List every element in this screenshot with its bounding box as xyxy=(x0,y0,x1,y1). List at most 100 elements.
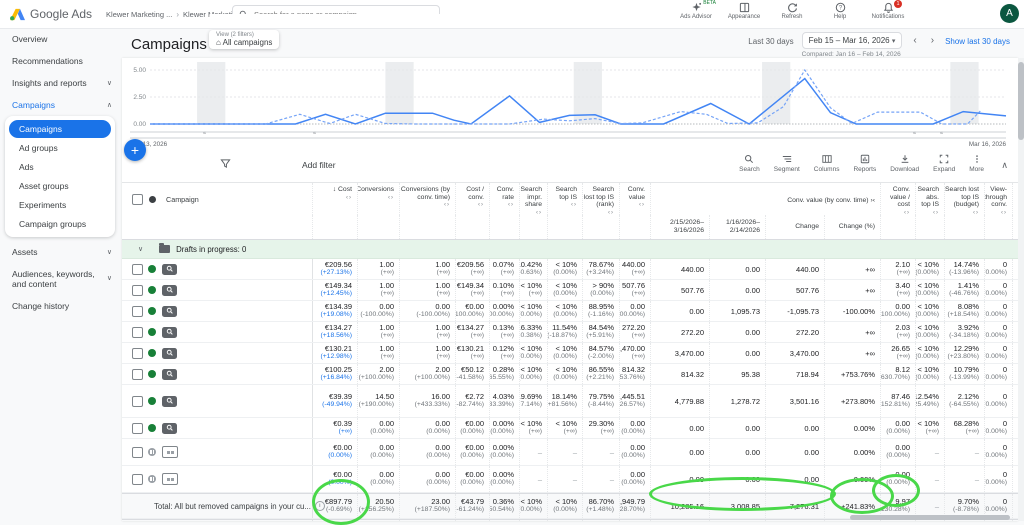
add-filter-button[interactable]: Add filter xyxy=(302,160,336,170)
filter-icon[interactable] xyxy=(220,158,231,169)
segment-button[interactable]: Segment xyxy=(774,154,800,173)
status-enabled-icon[interactable] xyxy=(148,328,156,336)
notifications-button[interactable]: 1 Notifications xyxy=(870,0,906,20)
campaign-row[interactable]: €39.39 (-49.94%) 14.50 (+190.00%) 16.00 (+433… xyxy=(122,385,1018,418)
campaign-row[interactable]: €149.34 (+12.45%) 1.00 (+∞) 1.00 (+∞) €149.34(… xyxy=(122,280,1018,301)
status-paused-icon[interactable] xyxy=(148,448,156,456)
vertical-scrollbar-thumb[interactable] xyxy=(1018,62,1024,140)
row-checkbox[interactable] xyxy=(132,368,143,380)
sidebar-item-experiments[interactable]: Experiments xyxy=(19,200,67,210)
column-header-search-impr-share[interactable]: Search impr. share ‹› xyxy=(519,183,547,215)
sidebar-item-insights-and-reports[interactable]: Insights and reports ∨ xyxy=(0,72,120,94)
campaign-row[interactable]: €100.25 (+16.84%) 2.00 (+100.00%) 2.00 (+100.… xyxy=(122,364,1018,385)
campaign-row[interactable]: €130.21 (+12.98%) 1.00 (+∞) 1.00 (+∞) €130.21(… xyxy=(122,343,1018,364)
subcolumn-header-cv-change-pct[interactable]: Change (%) xyxy=(824,215,880,239)
slider-handle-icon[interactable]: « xyxy=(313,131,316,137)
breadcrumb-manager[interactable]: Klewer Marketing ... xyxy=(106,9,173,19)
cell-search-abs-top-is: – xyxy=(915,466,944,492)
status-enabled-icon[interactable] xyxy=(148,349,156,357)
row-checkbox[interactable] xyxy=(132,305,143,317)
sidebar-item-ads[interactable]: Ads xyxy=(19,162,34,172)
column-header-conv-value[interactable]: Conv. value ‹› xyxy=(619,183,650,215)
column-header-cost-per-conv[interactable]: Cost / conv. ‹› xyxy=(455,183,489,215)
row-checkbox[interactable] xyxy=(132,263,143,275)
row-checkbox[interactable] xyxy=(132,326,143,338)
add-campaign-fab[interactable]: + xyxy=(124,139,146,161)
info-icon[interactable]: i xyxy=(314,501,325,511)
subcolumn-header-cv-change[interactable]: Change xyxy=(765,215,824,239)
column-header-conversions-by-conv-time[interactable]: Conversions (by conv. time) ‹› xyxy=(399,183,455,215)
column-header-view-through-conv[interactable]: View-through conv. ‹› xyxy=(984,183,1012,215)
row-checkbox[interactable] xyxy=(132,446,143,458)
next-period-button[interactable]: › xyxy=(930,35,935,46)
expand-button[interactable]: Expand xyxy=(933,154,955,173)
row-checkbox[interactable] xyxy=(132,422,143,434)
appearance-button[interactable]: Appearance xyxy=(726,2,762,20)
column-header-search-lost-top-is-budget[interactable]: Search lost top IS (budget) ‹› xyxy=(944,183,984,215)
status-enabled-icon[interactable] xyxy=(148,265,156,273)
slider-handle-icon[interactable]: « xyxy=(203,131,206,137)
status-enabled-icon[interactable] xyxy=(148,307,156,315)
campaign-row[interactable]: €0.00 (0.00%) 0.00 (0.00%) 0.00 (0.00%) €0.00(… xyxy=(122,439,1018,466)
previous-period-button[interactable]: ‹ xyxy=(913,35,917,46)
reports-button[interactable]: Reports xyxy=(853,154,876,173)
sidebar-item-change-history[interactable]: Change history xyxy=(0,295,120,317)
performance-chart[interactable]: 5.00 2.50 0.00 « « « « Feb 13, 2026 Mar 16, 2026 xyxy=(122,58,1018,148)
status-enabled-icon[interactable] xyxy=(148,286,156,294)
sidebar-item-ad-groups[interactable]: Ad groups xyxy=(19,143,58,153)
help-button[interactable]: ? Help xyxy=(822,2,858,20)
avatar[interactable]: A xyxy=(1000,4,1019,23)
campaign-column-header[interactable]: Campaign xyxy=(166,194,199,204)
download-button[interactable]: Download xyxy=(890,154,919,173)
table-search-button[interactable]: Search xyxy=(739,154,760,173)
column-group-conv-value-by-conv-time[interactable]: Conv. value (by conv. time) ›‹ xyxy=(650,183,880,215)
column-header-search-lost-top-is-rank[interactable]: Search lost top IS (rank) ‹› xyxy=(582,183,619,215)
sidebar-item-asset-groups[interactable]: Asset groups xyxy=(19,181,69,191)
subcolumn-header-cv-current[interactable]: 2/15/2026– 3/16/2026 xyxy=(650,215,709,239)
row-checkbox[interactable] xyxy=(132,347,143,359)
sidebar-item-audiences-keywords-content[interactable]: Audiences, keywords, and content ∨ xyxy=(0,263,120,295)
status-enabled-icon[interactable] xyxy=(148,397,156,405)
refresh-button[interactable]: Refresh xyxy=(774,2,810,20)
status-enabled-icon[interactable] xyxy=(148,424,156,432)
select-all-checkbox[interactable] xyxy=(132,193,143,205)
status-paused-icon[interactable] xyxy=(148,475,156,483)
subcolumn-header-cv-previous[interactable]: 1/16/2026– 2/14/2026 xyxy=(709,215,765,239)
drafts-row[interactable]: ∨ Drafts in progress: 0 xyxy=(122,240,1018,259)
campaign-row[interactable]: €134.39 (+19.08%) 0.00 (-100.00%) 0.00 (-100.… xyxy=(122,301,1018,322)
slider-handle-icon[interactable]: « xyxy=(940,131,943,137)
cell-cv-previous: 1,095.73 xyxy=(709,301,765,321)
status-enabled-icon[interactable] xyxy=(148,370,156,378)
campaign-row[interactable]: €209.56 (+27.13%) 1.00 (+∞) 1.00 (+∞) €209.56(… xyxy=(122,259,1018,280)
horizontal-scrollbar-thumb[interactable] xyxy=(850,515,1010,520)
sidebar-item-assets[interactable]: Assets ∨ xyxy=(0,241,120,263)
column-header-cost[interactable]: ↓ Cost ‹› xyxy=(312,183,357,215)
sidebar-item-campaigns-parent[interactable]: Campaigns ∧ xyxy=(0,94,120,116)
ads-advisor-button[interactable]: BETA Ads Advisor xyxy=(678,0,716,20)
vertical-scrollbar[interactable] xyxy=(1018,58,1024,521)
sidebar-item-campaign-groups[interactable]: Campaign groups xyxy=(19,219,87,229)
show-last-30-days-link[interactable]: Show last 30 days xyxy=(945,37,1010,46)
column-header-search-top-is[interactable]: Search top IS ‹› xyxy=(547,183,582,215)
sidebar-item-campaigns[interactable]: Campaigns xyxy=(9,120,111,138)
sidebar-item-overview[interactable]: Overview xyxy=(0,28,120,50)
collapse-table-chevron[interactable]: ∧ xyxy=(1001,160,1008,170)
chevron-down-icon[interactable]: ∨ xyxy=(138,246,144,253)
more-button[interactable]: More xyxy=(969,154,984,173)
campaign-row[interactable]: €0.00 (0.00%) 0.00 (0.00%) 0.00 (0.00%) €0.00(… xyxy=(122,466,1018,493)
campaign-row[interactable]: €0.39 (+∞) 0.00 (0.00%) 0.00 (0.00%) €0.00 (0.0… xyxy=(122,418,1018,439)
slider-handle-icon[interactable]: « xyxy=(913,131,916,137)
columns-button[interactable]: Columns xyxy=(814,154,839,173)
row-checkbox[interactable] xyxy=(132,284,143,296)
view-filters-chip[interactable]: View (2 filters) ⌂ All campaigns xyxy=(209,30,280,49)
row-checkbox[interactable] xyxy=(132,473,143,485)
column-header-conv-rate[interactable]: Conv. rate ‹› xyxy=(489,183,519,215)
row-checkbox[interactable] xyxy=(132,395,143,407)
campaign-row[interactable]: €134.27 (+18.56%) 1.00 (+∞) 1.00 (+∞) €134.27(… xyxy=(122,322,1018,343)
google-ads-logo[interactable]: Google Ads xyxy=(0,7,92,21)
date-range-picker[interactable]: Feb 15 – Mar 16, 2026 ▾ xyxy=(801,32,903,49)
column-header-conv-value-per-cost[interactable]: Conv. value / cost ‹› xyxy=(880,183,915,215)
sidebar-item-recommendations[interactable]: Recommendations xyxy=(0,50,120,72)
column-header-conversions[interactable]: Conversions ‹› xyxy=(357,183,399,215)
column-header-search-abs-top-is[interactable]: Search abs. top IS ‹› xyxy=(915,183,944,215)
